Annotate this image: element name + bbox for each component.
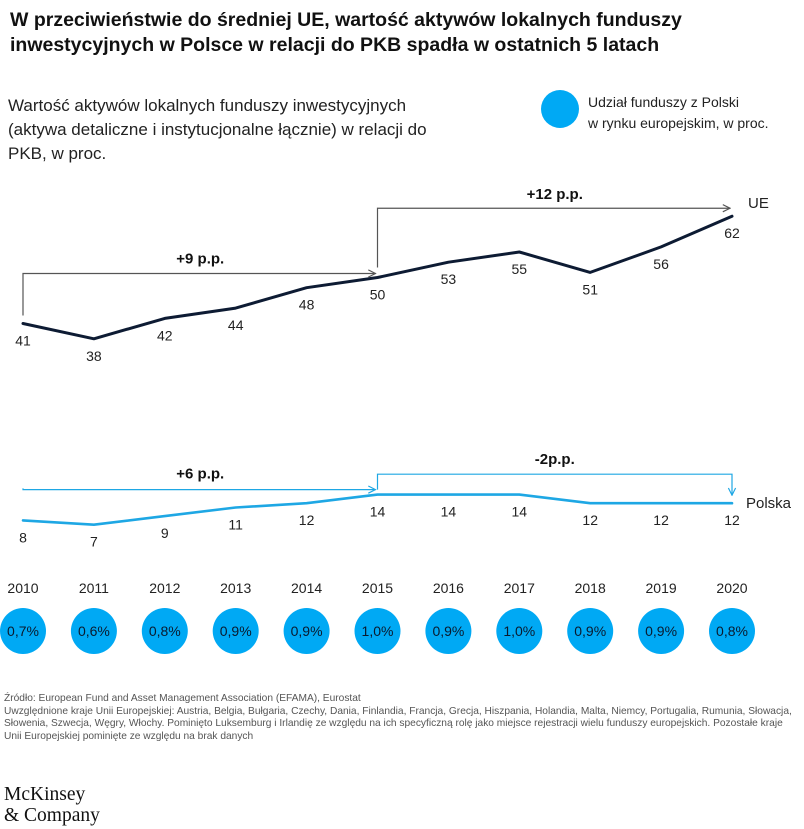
data-label-ue-2019: 56 (653, 256, 669, 272)
x-tick-label-2013: 2013 (220, 580, 251, 596)
data-label-polska-2014: 12 (299, 512, 315, 528)
data-label-ue-2014: 48 (299, 297, 315, 313)
x-tick-label-2019: 2019 (646, 580, 677, 596)
bubble-2017 (496, 608, 543, 654)
data-label-ue-2010: 41 (15, 332, 31, 348)
logo-line2: & Company (4, 805, 100, 826)
legend-label: Udział funduszy z Polski w rynku europej… (588, 92, 803, 134)
data-label-ue-2020: 62 (724, 225, 740, 241)
bubble-label-2016: 0,9% (432, 623, 464, 639)
x-tick-label-2010: 2010 (7, 580, 38, 596)
data-label-ue-2016: 53 (441, 271, 457, 287)
legend-label-line1: Udział funduszy z Polski (588, 94, 739, 110)
data-label-polska-2019: 12 (653, 512, 669, 528)
bubble-label-2019: 0,9% (645, 623, 677, 639)
legend-label-line2: w rynku europejskim, w proc. (588, 115, 769, 131)
bubble-label-2010: 0,7% (7, 623, 39, 639)
annotation-label-polska-first: +6 p.p. (176, 466, 224, 483)
source-note: Źródło: European Fund and Asset Manageme… (4, 693, 361, 704)
data-label-polska-2012: 9 (161, 525, 169, 541)
bubble-label-2018: 0,9% (574, 623, 606, 639)
data-label-ue-2015: 50 (370, 287, 386, 303)
bubble-label-2020: 0,8% (716, 623, 748, 639)
bubble-label-2012: 0,8% (149, 623, 181, 639)
chart-content: 41 38 42 44 48 50 53 55 51 56 62 UE 8 7 9 11 12 14 14 14 12 1… (0, 186, 792, 654)
x-tick-label-2016: 2016 (433, 580, 464, 596)
data-label-ue-2018: 51 (582, 281, 598, 297)
data-label-ue-2012: 42 (157, 327, 173, 343)
data-label-ue-2011: 38 (86, 348, 102, 364)
countries-note: Uwzględnione kraje Unii Europejskiej: Au… (4, 705, 792, 742)
bubble-2010 (0, 608, 46, 654)
series-line-ue (21, 214, 734, 341)
series-name-polska: Polska (746, 495, 792, 512)
annotation-bracket-ue-second (376, 208, 731, 268)
x-tick-label-2020: 2020 (716, 580, 747, 596)
bubble-2012 (141, 608, 188, 654)
annotation-bracket-polska-second (376, 473, 733, 495)
chart-title: W przeciwieństwie do średniej UE, wartoś… (10, 9, 682, 56)
bubble-label-2013: 0,9% (220, 623, 252, 639)
bubble-2016 (425, 608, 472, 654)
series-name-ue: UE (748, 195, 769, 212)
bubble-label-2015: 1,0% (362, 623, 394, 639)
data-label-polska-2015: 14 (370, 504, 386, 520)
line-chart: 41 38 42 44 48 50 53 55 51 56 62 UE 8 7 9 11 12 14 14 14 12 1… (0, 186, 792, 654)
x-tick-label-2018: 2018 (575, 580, 606, 596)
x-tick-label-2017: 2017 (504, 580, 535, 596)
logo-line1: McKinsey (4, 784, 86, 805)
annotation-label-ue-second: +12 p.p. (527, 186, 583, 203)
data-label-polska-2010: 8 (19, 529, 27, 545)
bubble-2015 (354, 608, 401, 654)
x-tick-label-2012: 2012 (149, 580, 180, 596)
x-tick-label-2015: 2015 (362, 580, 393, 596)
data-label-ue-2013: 44 (228, 317, 244, 333)
annotation-bracket-ue-first (22, 274, 376, 316)
data-label-polska-2017: 14 (512, 504, 528, 520)
data-label-polska-2016: 14 (441, 504, 457, 520)
chart-subtitle: Wartość aktywów lokalnych funduszy inwes… (8, 96, 427, 163)
data-label-polska-2011: 7 (90, 534, 98, 550)
annotation-label-polska-second: -2p.p. (535, 451, 575, 468)
legend-bubble-icon (541, 90, 579, 128)
series-line-polska (21, 493, 734, 527)
bubble-2020 (709, 608, 755, 654)
mckinsey-logo: McKinsey & Company (4, 784, 100, 826)
annotation-label-ue-first: +9 p.p. (176, 251, 224, 268)
bubble-label-2017: 1,0% (503, 623, 535, 639)
bubble-2011 (70, 608, 117, 654)
bubble-2013 (212, 608, 259, 654)
annotation-bracket-polska-first (22, 488, 376, 489)
bubble-label-2014: 0,9% (291, 623, 323, 639)
data-label-polska-2013: 11 (228, 517, 243, 533)
bubble-2018 (567, 608, 614, 654)
data-label-polska-2018: 12 (582, 512, 598, 528)
x-tick-label-2014: 2014 (291, 580, 322, 596)
footnotes: Źródło: European Fund and Asset Manageme… (4, 693, 802, 743)
bubble-label-2011: 0,6% (78, 623, 110, 639)
data-label-polska-2020: 12 (724, 512, 740, 528)
x-tick-label-2011: 2011 (79, 580, 109, 596)
data-label-ue-2017: 55 (512, 261, 528, 277)
bubble-2014 (283, 608, 330, 654)
bubble-2019 (638, 608, 685, 654)
